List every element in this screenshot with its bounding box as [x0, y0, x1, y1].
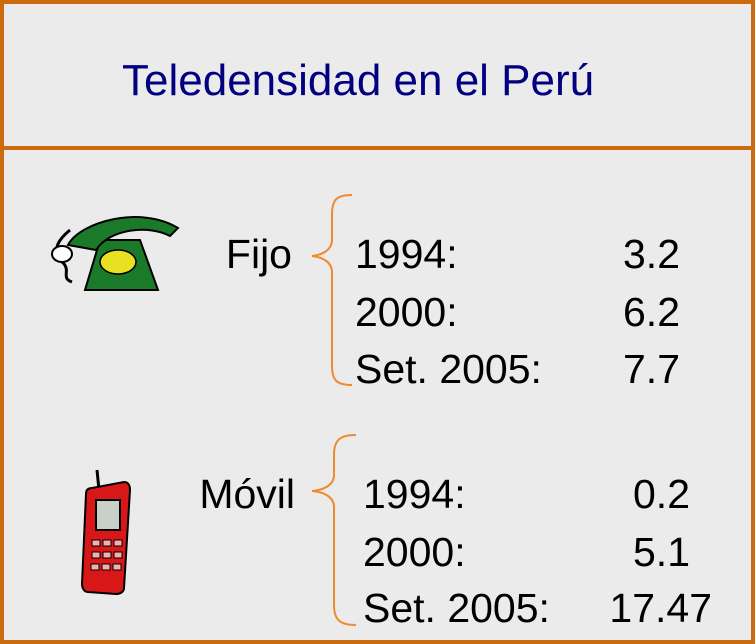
- mobile-icon: [80, 469, 132, 596]
- row-value: 6.2: [623, 289, 680, 335]
- row-value: 0.2: [633, 471, 690, 517]
- row-label: Set. 2005:: [363, 585, 550, 631]
- row-value: 17.47: [609, 585, 712, 631]
- row-value: 3.2: [623, 231, 680, 277]
- row-label: 1994:: [363, 471, 466, 517]
- group-label: Fijo: [226, 231, 292, 277]
- row-value: 7.7: [623, 346, 680, 392]
- title: Teledensidad en el Perú: [122, 56, 594, 105]
- row-label: Set. 2005:: [355, 346, 542, 392]
- phone-icon: [51, 216, 180, 291]
- row-value: 5.1: [633, 529, 690, 575]
- brace: [311, 434, 357, 626]
- row-label: 2000:: [355, 289, 458, 335]
- group-label: Móvil: [199, 471, 295, 517]
- brace: [311, 194, 353, 386]
- row-label: 1994:: [355, 231, 458, 277]
- row-label: 2000:: [363, 529, 466, 575]
